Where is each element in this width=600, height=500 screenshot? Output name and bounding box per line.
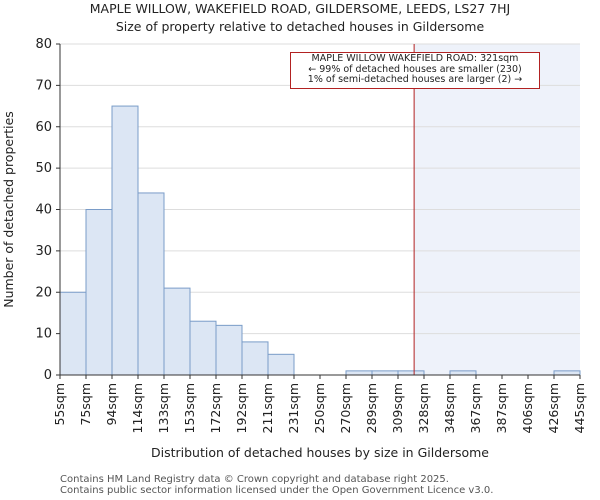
property-annotation: MAPLE WILLOW WAKEFIELD ROAD: 321sqm ← 99…: [290, 52, 540, 89]
x-tick-label: 328sqm: [416, 383, 431, 433]
chart-subtitle: Size of property relative to detached ho…: [115, 19, 485, 34]
y-tick-label: 30: [35, 244, 52, 259]
x-tick-label: 445sqm: [572, 383, 587, 433]
y-tick-label: 50: [35, 161, 52, 176]
chart-title: MAPLE WILLOW, WAKEFIELD ROAD, GILDERSOME…: [89, 1, 511, 16]
x-tick-label: 114sqm: [130, 383, 145, 433]
y-tick-label: 10: [35, 327, 52, 342]
bar: [163, 287, 191, 376]
y-tick-label: 70: [35, 78, 52, 93]
bar: [241, 341, 269, 376]
x-tick-label: 348sqm: [442, 383, 457, 433]
bar: [111, 105, 139, 376]
x-axis-title: Distribution of detached houses by size …: [151, 445, 489, 460]
bar: [449, 370, 477, 376]
footer-licence: Contains public sector information licen…: [60, 485, 494, 496]
annotation-line-3: 1% of semi-detached houses are larger (2…: [307, 74, 523, 85]
x-tick-label: 426sqm: [546, 383, 561, 433]
bar: [267, 353, 295, 376]
x-tick-label: 270sqm: [338, 383, 353, 433]
y-axis-title: Number of detached properties: [1, 111, 16, 308]
x-tick-label: 133sqm: [156, 383, 171, 433]
x-tick-label: 94sqm: [104, 383, 119, 426]
x-tick-label: 387sqm: [494, 383, 509, 433]
x-tick-label: 172sqm: [208, 383, 223, 433]
x-tick-label: 231sqm: [286, 383, 301, 433]
bar: [553, 370, 581, 376]
x-tick-label: 75sqm: [78, 383, 93, 426]
x-tick-label: 153sqm: [182, 383, 197, 433]
x-tick-label: 192sqm: [234, 383, 249, 433]
x-tick-label: 367sqm: [468, 383, 483, 433]
y-tick-label: 0: [44, 368, 52, 383]
x-tick-label: 55sqm: [52, 383, 67, 426]
bar: [59, 291, 87, 376]
bar: [345, 370, 373, 376]
y-tick-label: 40: [35, 203, 52, 218]
y-tick-label: 20: [35, 285, 52, 300]
x-tick-label: 211sqm: [260, 383, 275, 433]
x-tick-label: 289sqm: [364, 383, 379, 433]
annotation-line-2: ← 99% of detached houses are smaller (23…: [308, 63, 522, 75]
y-tick-label: 80: [35, 37, 52, 52]
annotation-line-1: MAPLE WILLOW WAKEFIELD ROAD: 321sqm: [311, 53, 519, 64]
x-tick-label: 309sqm: [390, 383, 405, 433]
bar: [371, 370, 399, 376]
bar: [397, 370, 425, 376]
footer-copyright: Contains HM Land Registry data © Crown c…: [60, 474, 449, 485]
bar: [85, 209, 113, 376]
y-tick-label: 60: [35, 120, 52, 135]
x-tick-label: 406sqm: [520, 383, 535, 433]
bar: [215, 324, 243, 376]
bar: [137, 192, 165, 376]
bar: [189, 320, 217, 376]
x-tick-label: 250sqm: [312, 383, 327, 433]
